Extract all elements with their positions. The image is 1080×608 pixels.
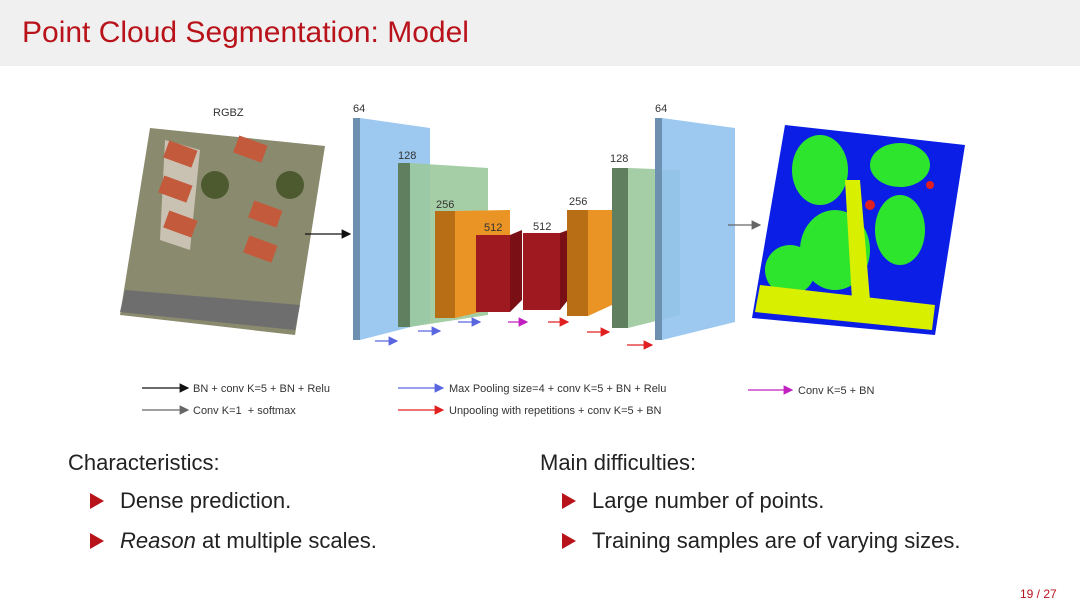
layer-label: 256 xyxy=(436,199,454,211)
layer-label: 512 xyxy=(484,222,502,234)
bullet: Training samples are of varying sizes. xyxy=(540,528,960,554)
bullet: Large number of points. xyxy=(540,488,960,514)
input-label: RGBZ xyxy=(213,107,244,119)
bullet-text: at multiple scales. xyxy=(201,528,377,553)
bullet-text: Training samples are of varying sizes. xyxy=(592,528,961,553)
network xyxy=(353,118,735,340)
header-bar xyxy=(0,0,1080,66)
layer-label: 128 xyxy=(610,153,628,165)
legend-text: Unpooling with repetitions + conv K=5 + … xyxy=(449,405,662,417)
layer-label: 512 xyxy=(533,221,551,233)
legend-lines xyxy=(142,383,794,415)
small-arrows xyxy=(375,317,654,350)
legend-text: Conv K=1 + softmax xyxy=(193,405,296,417)
legend-text: Max Pooling size=4 + conv K=5 + BN + Rel… xyxy=(449,383,666,395)
heading: Main difficulties: xyxy=(540,450,697,475)
bullet-text: Dense prediction. xyxy=(120,488,292,513)
legend-text: BN + conv K=5 + BN + Relu xyxy=(193,383,330,395)
layer-label: 128 xyxy=(398,150,416,162)
legend-text: Conv K=5 + BN xyxy=(798,385,874,397)
page-number: 19 / 27 xyxy=(1020,587,1057,601)
bullet: Dense prediction. xyxy=(68,488,377,514)
column: Characteristics: Dense prediction. Reaso… xyxy=(68,450,377,568)
layer-label: 64 xyxy=(655,103,667,115)
heading: Characteristics: xyxy=(68,450,220,475)
bullet-text: Large number of points. xyxy=(592,488,825,513)
bullet: Reason at multiple scales. xyxy=(68,528,377,554)
bullet-emphasis: Reason xyxy=(120,528,196,553)
output-image xyxy=(752,125,965,335)
layer-label: 64 xyxy=(353,103,365,115)
slide-title: Point Cloud Segmentation: Model xyxy=(22,16,469,49)
column: Main difficulties: Large number of point… xyxy=(540,450,960,568)
layer-label: 256 xyxy=(569,196,587,208)
input-image xyxy=(120,128,325,335)
diagram: RGBZ 64 128 256 512 512 256 128 64 xyxy=(120,103,965,417)
